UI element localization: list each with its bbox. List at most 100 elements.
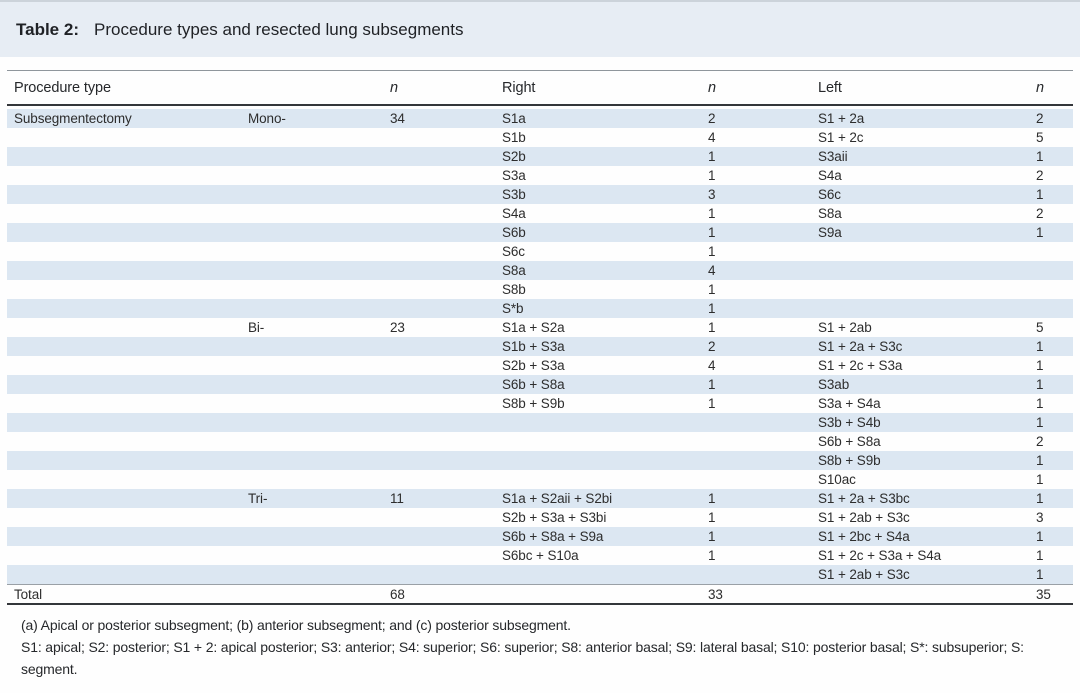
cell: 1 [1036,548,1044,563]
cell: 1 [1036,358,1044,373]
cell: 34 [390,111,405,126]
cell: S1a + S2aii + S2bi [502,491,613,506]
cell: 1 [1036,149,1044,164]
table-row: S8b + S9b 1 S3a + S4a 1 [7,394,1073,413]
cell: 1 [708,377,716,392]
column-header-5: Left [818,79,842,96]
cell: S2b + S3a + S3bi [502,510,607,525]
cell: S1 + 2bc + S4a [818,529,910,544]
table-row: S6c 1 [7,242,1073,261]
cell: 1 [1036,187,1044,202]
cell: 1 [708,548,716,563]
column-header-2: n [390,79,398,96]
table-row: S6b + S8a 1 S3ab 1 [7,375,1073,394]
cell: 1 [1036,567,1044,582]
table-total-row: Total 68 33 35 [7,584,1073,605]
cell: 2 [1036,434,1044,449]
table-row: S2b 1 S3aii 1 [7,147,1073,166]
cell: S10ac [818,472,856,487]
cell: S1 + 2c + S3a [818,358,903,373]
cell: 2 [1036,206,1044,221]
cell: S3a + S4a [818,396,881,411]
cell: S8a [818,206,842,221]
cell: 2 [1036,168,1044,183]
cell: 1 [708,225,716,240]
cell: 1 [1036,377,1044,392]
cell: S2b + S3a [502,358,565,373]
cell: 2 [708,339,716,354]
cell: S6bc + S10a [502,548,579,563]
cell: 1 [708,491,716,506]
cell: S8b + S9b [818,453,881,468]
cell: 1 [1036,491,1044,506]
cell: S6c [502,244,525,259]
cell: 11 [390,491,404,506]
cell: 1 [1036,225,1044,240]
cell: S*b [502,301,524,316]
table-row: Subsegmentectomy Mono- 34 S1a 2 S1 + 2a 2 [7,109,1073,128]
cell: Subsegmentectomy [14,111,132,126]
cell: 4 [708,358,716,373]
table-row: S6b 1 S9a 1 [7,223,1073,242]
cell: S8b [502,282,526,297]
cell: S1 + 2ab + S3c [818,567,910,582]
table-row: S8a 4 [7,261,1073,280]
cell: S6b + S8a + S9a [502,529,604,544]
cell: S8a [502,263,526,278]
total-cell: Total [14,586,43,602]
table-row: Tri- 11 S1a + S2aii + S2bi 1 S1 + 2a + S3bc 1 [7,489,1073,508]
cell: S1b [502,130,526,145]
cell: 3 [708,187,716,202]
table-body: Subsegmentectomy Mono- 34 S1a 2 S1 + 2a 2 S1b 4 S… [7,109,1073,584]
cell: 23 [390,320,405,335]
cell: 4 [708,130,716,145]
cell: 1 [1036,339,1044,354]
cell: 1 [1036,529,1044,544]
total-cell: 68 [390,586,405,602]
cell: S3b + S4b [818,415,881,430]
table-row: S6b + S8a 2 [7,432,1073,451]
cell: 2 [708,111,716,126]
cell: 1 [708,301,716,316]
column-header-6: n [1036,79,1044,96]
footnote-subsegment-key: (a) Apical or posterior subsegment; (b) … [21,617,571,633]
cell: 1 [1036,453,1044,468]
cell: S9a [818,225,842,240]
table-header-row: Procedure type n Right n Left n [7,70,1073,106]
column-header-4: n [708,79,716,96]
cell: S4a [502,206,526,221]
cell: Bi- [248,320,265,335]
cell: S3a [502,168,526,183]
cell: 1 [708,529,716,544]
table-row: S1b 4 S1 + 2c 5 [7,128,1073,147]
cell: 1 [708,244,716,259]
data-table: Procedure type n Right n Left n Subsegmentect… [7,70,1073,680]
table-row: S6bc + S10a 1 S1 + 2c + S3a + S4a 1 [7,546,1073,565]
cell: 1 [708,168,716,183]
cell: S1a [502,111,526,126]
table-caption: Table 2: Procedure types and resected lu… [0,0,1080,57]
table-row: S3b 3 S6c 1 [7,185,1073,204]
table-row: S10ac 1 [7,470,1073,489]
cell: S3b [502,187,526,202]
table-row: S4a 1 S8a 2 [7,204,1073,223]
cell: S1b + S3a [502,339,565,354]
table-row: S3b + S4b 1 [7,413,1073,432]
cell: S1 + 2ab [818,320,872,335]
cell: 1 [708,510,716,525]
table-row: S6b + S8a + S9a 1 S1 + 2bc + S4a 1 [7,527,1073,546]
column-header-0: Procedure type [14,79,111,96]
cell: Mono- [248,111,286,126]
cell: S1 + 2c + S3a + S4a [818,548,942,563]
table-row: S3a 1 S4a 2 [7,166,1073,185]
cell: S1 + 2a [818,111,865,126]
cell: 5 [1036,130,1044,145]
cell: 3 [1036,510,1044,525]
table-row: S8b 1 [7,280,1073,299]
cell: S6c [818,187,841,202]
cell: 1 [1036,472,1044,487]
table-row: S1 + 2ab + S3c 1 [7,565,1073,584]
cell: S1a + S2a [502,320,565,335]
table-row: S*b 1 [7,299,1073,318]
